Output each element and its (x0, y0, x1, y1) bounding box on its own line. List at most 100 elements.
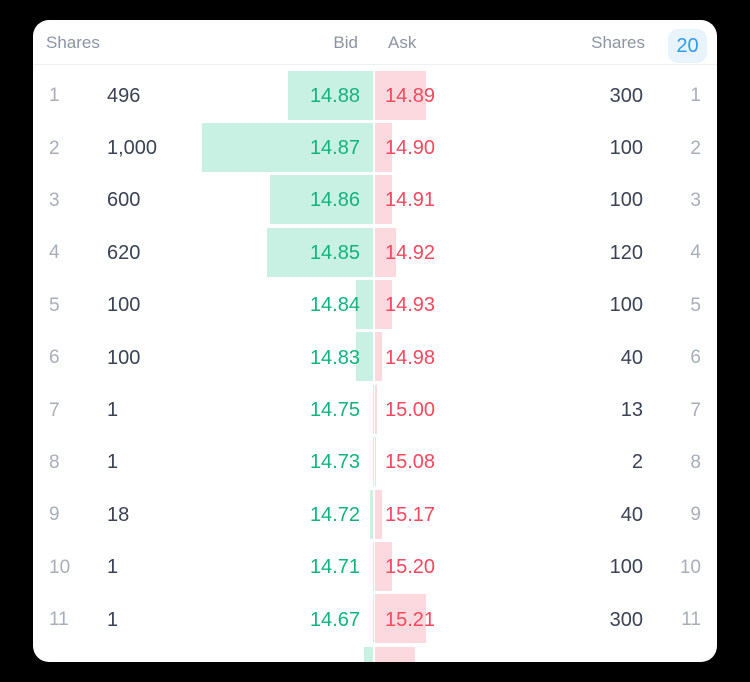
order-book-row: 9 18 14.72 15.17 40 9 (33, 489, 717, 541)
bid-depth-bar (288, 70, 373, 120)
bid-shares-value: 100 (107, 346, 141, 369)
bid-depth-bar (364, 646, 373, 662)
row-level-left: 10 (49, 556, 71, 578)
row-level-right: 10 (679, 556, 701, 578)
row-level-left: 7 (49, 399, 60, 421)
bid-price-value[interactable]: 14.71 (309, 556, 360, 579)
bid-price-value[interactable]: 14.75 (309, 399, 360, 422)
ask-shares-value: 100 (609, 189, 643, 212)
row-level-right: 2 (690, 137, 701, 159)
bid-price-value[interactable]: 14.86 (309, 189, 360, 212)
order-book-row: 1 496 14.88 14.89 300 1 (33, 70, 717, 122)
order-book-row: 8 1 14.73 15.08 2 8 (33, 437, 717, 489)
order-book-card: Shares Bid Ask Shares 20 1 496 14.88 14.… (33, 20, 717, 662)
bid-price-value[interactable]: 14.84 (309, 294, 360, 317)
ask-price-value[interactable]: 15.00 (385, 399, 436, 422)
bid-shares-value: 600 (107, 189, 141, 212)
row-level-right: 4 (690, 242, 701, 264)
ask-price-value[interactable]: 14.89 (385, 84, 436, 107)
bid-shares-value: 496 (107, 84, 141, 107)
order-book-header: Shares Bid Ask Shares 20 (33, 20, 717, 65)
bid-depth-bar (355, 280, 373, 330)
row-level-left: 11 (49, 609, 69, 631)
order-book-row: 11 1 14.67 15.21 300 11 (33, 594, 717, 646)
ask-depth-bar (375, 489, 382, 539)
ask-depth-bar (375, 384, 378, 434)
ask-depth-bar (375, 646, 415, 662)
row-level-left: 8 (49, 451, 60, 473)
row-level-left: 4 (49, 242, 60, 264)
ask-depth-bar (375, 70, 427, 120)
bid-price-value[interactable]: 14.88 (309, 84, 360, 107)
ask-shares-value: 13 (620, 399, 643, 422)
ask-shares-value: 40 (620, 346, 643, 369)
bid-shares-value: 1,000 (107, 137, 158, 160)
bid-shares-value: 1 (107, 556, 119, 579)
bid-price-value[interactable]: 14.87 (309, 137, 360, 160)
ask-price-value[interactable]: 14.90 (385, 137, 436, 160)
ask-price-value[interactable]: 15.08 (385, 451, 436, 474)
row-level-left: 6 (49, 347, 60, 369)
order-book-rows: 1 496 14.88 14.89 300 1 2 1,000 14.87 14… (33, 70, 717, 662)
row-level-left: 5 (49, 294, 60, 316)
row-level-right: 9 (690, 504, 701, 526)
bid-price-value[interactable]: 14.73 (309, 451, 360, 474)
ask-price-value[interactable]: 14.92 (385, 241, 436, 264)
order-book-row: 7 1 14.75 15.00 13 7 (33, 384, 717, 436)
ask-depth-bar (375, 542, 393, 592)
ask-price-value[interactable]: 14.98 (385, 346, 436, 369)
ask-depth-bar (375, 594, 427, 644)
row-level-right: 7 (690, 399, 701, 421)
bid-shares-value: 1 (107, 399, 119, 422)
bid-price-value[interactable]: 14.67 (309, 608, 360, 631)
ask-price-value[interactable]: 14.93 (385, 294, 436, 317)
row-level-right: 11 (681, 609, 701, 631)
order-book-row (33, 646, 717, 662)
depth-level-badge[interactable]: 20 (668, 29, 707, 63)
order-book-row: 5 100 14.84 14.93 100 5 (33, 280, 717, 332)
order-book-row: 2 1,000 14.87 14.90 100 2 (33, 122, 717, 174)
order-book-row: 10 1 14.71 15.20 100 10 (33, 542, 717, 594)
bid-depth-bar (201, 122, 373, 172)
bid-shares-value: 100 (107, 294, 141, 317)
ask-depth-bar (375, 280, 393, 330)
bid-shares-value: 1 (107, 608, 119, 631)
ask-shares-value: 300 (609, 608, 643, 631)
bid-price-value[interactable]: 14.72 (309, 503, 360, 526)
ask-depth-bar (375, 332, 382, 382)
bid-depth-bar (369, 489, 373, 539)
row-level-left: 2 (49, 137, 60, 159)
ask-depth-bar (375, 175, 393, 225)
ask-price-value[interactable]: 15.17 (385, 503, 436, 526)
row-level-left: 9 (49, 504, 60, 526)
ask-shares-value: 100 (609, 137, 643, 160)
row-level-right: 5 (690, 294, 701, 316)
bid-shares-value: 1 (107, 451, 119, 474)
row-level-left: 3 (49, 189, 60, 211)
order-book-row: 6 100 14.83 14.98 40 6 (33, 332, 717, 384)
bid-price-value[interactable]: 14.85 (309, 241, 360, 264)
ask-shares-value: 100 (609, 294, 643, 317)
ask-depth-bar (375, 227, 396, 277)
bid-shares-value: 18 (107, 503, 130, 526)
ask-price-value[interactable]: 15.21 (385, 608, 436, 631)
ask-depth-bar (375, 122, 393, 172)
row-level-left: 1 (49, 85, 60, 107)
ask-price-value[interactable]: 14.91 (385, 189, 436, 212)
bid-depth-bar (270, 175, 373, 225)
bid-depth-bar (266, 227, 373, 277)
order-book-row: 4 620 14.85 14.92 120 4 (33, 227, 717, 279)
bid-column-header: Bid (333, 32, 358, 52)
ask-price-value[interactable]: 15.20 (385, 556, 436, 579)
ask-shares-value: 120 (609, 241, 643, 264)
row-level-right: 8 (690, 451, 701, 473)
bid-shares-column-header: Shares (46, 32, 100, 52)
ask-shares-value: 300 (609, 84, 643, 107)
ask-shares-value: 2 (631, 451, 643, 474)
bid-price-value[interactable]: 14.83 (309, 346, 360, 369)
ask-shares-column-header: Shares (591, 32, 645, 52)
bid-shares-value: 620 (107, 241, 141, 264)
row-level-right: 6 (690, 347, 701, 369)
ask-column-header: Ask (388, 32, 417, 52)
order-book-row: 3 600 14.86 14.91 100 3 (33, 175, 717, 227)
